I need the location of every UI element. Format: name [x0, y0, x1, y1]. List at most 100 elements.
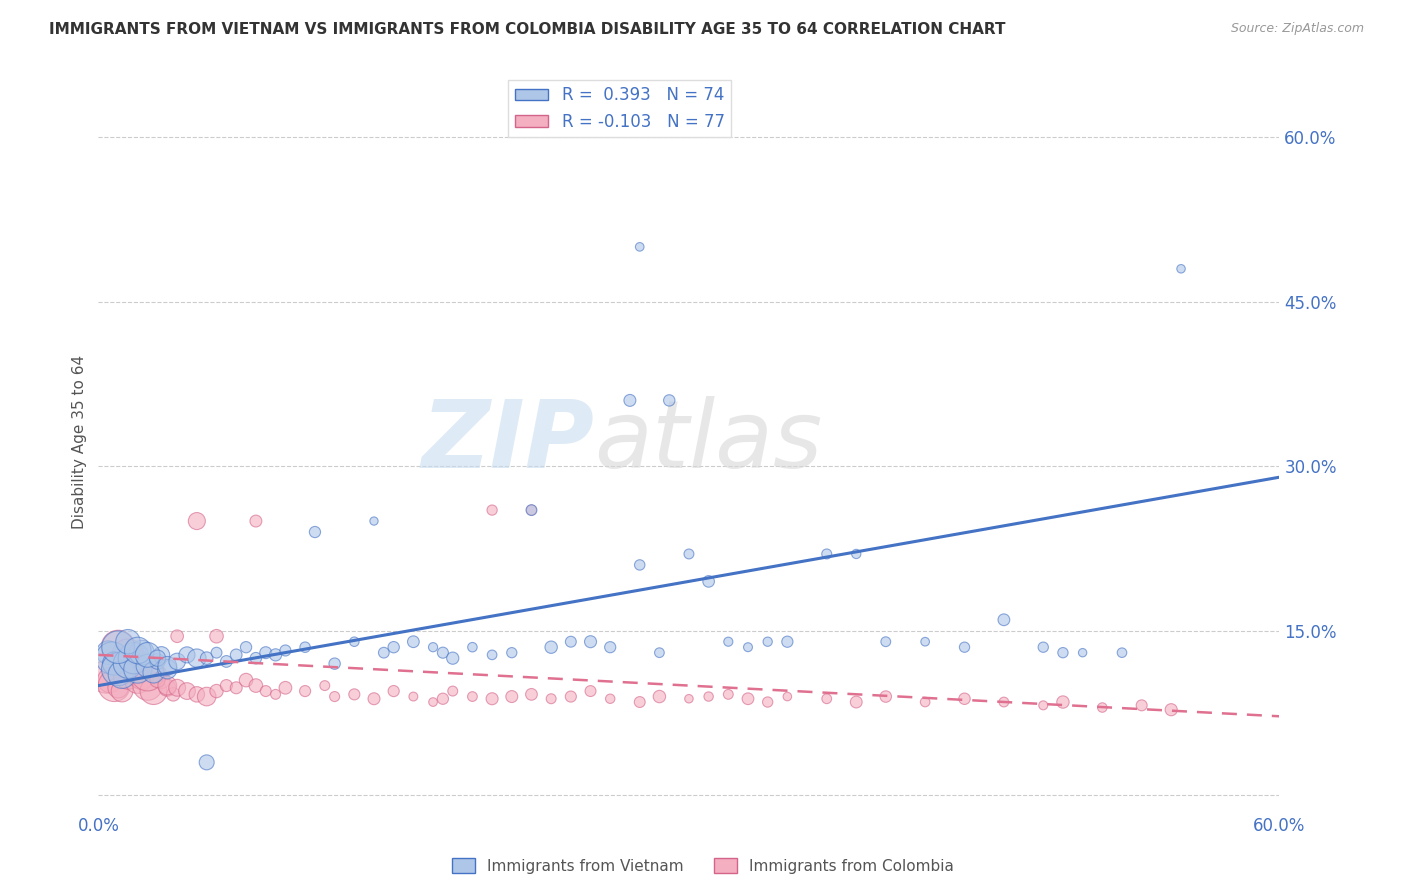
Point: [127, 657, 149, 671]
Point: [1170, 261, 1192, 276]
Point: [599, 640, 621, 655]
Point: [481, 503, 503, 517]
Point: [254, 684, 277, 698]
Point: [274, 643, 297, 657]
Point: [1032, 698, 1054, 713]
Point: [225, 681, 247, 695]
Point: [156, 681, 179, 695]
Point: [117, 648, 139, 662]
Point: [815, 691, 838, 706]
Point: [245, 651, 267, 665]
Point: [1091, 700, 1114, 714]
Point: [914, 695, 936, 709]
Point: [146, 651, 169, 665]
Point: [756, 695, 779, 709]
Point: [441, 684, 464, 698]
Point: [441, 651, 464, 665]
Point: [176, 684, 198, 698]
Point: [225, 648, 247, 662]
Point: [117, 634, 139, 648]
Point: [628, 695, 651, 709]
Point: [323, 657, 346, 671]
Point: [142, 684, 165, 698]
Point: [1052, 695, 1074, 709]
Point: [111, 667, 134, 681]
Point: [579, 634, 602, 648]
Point: [402, 690, 425, 704]
Point: [953, 691, 976, 706]
Point: [117, 667, 139, 681]
Point: [122, 651, 145, 665]
Point: [697, 574, 720, 589]
Point: [97, 646, 120, 660]
Point: [127, 673, 149, 687]
Point: [195, 651, 218, 665]
Point: [599, 691, 621, 706]
Point: [146, 655, 169, 669]
Point: [697, 690, 720, 704]
Point: [432, 646, 454, 660]
Point: [343, 634, 366, 648]
Point: [117, 657, 139, 671]
Point: [205, 629, 228, 643]
Point: [845, 695, 868, 709]
Point: [186, 651, 208, 665]
Point: [756, 634, 779, 648]
Point: [264, 648, 287, 662]
Point: [195, 756, 218, 770]
Point: [363, 514, 385, 528]
Text: IMMIGRANTS FROM VIETNAM VS IMMIGRANTS FROM COLOMBIA DISABILITY AGE 35 TO 64 CORR: IMMIGRANTS FROM VIETNAM VS IMMIGRANTS FR…: [49, 22, 1005, 37]
Point: [382, 640, 405, 655]
Point: [98, 673, 121, 687]
Point: [815, 547, 838, 561]
Point: [382, 684, 405, 698]
Point: [122, 662, 145, 676]
Point: [111, 684, 134, 698]
Point: [1052, 646, 1074, 660]
Point: [314, 679, 336, 693]
Point: [96, 670, 118, 684]
Point: [146, 673, 169, 687]
Point: [136, 679, 159, 693]
Point: [136, 648, 159, 662]
Point: [501, 646, 523, 660]
Point: [737, 691, 759, 706]
Point: [481, 648, 503, 662]
Point: [717, 634, 740, 648]
Legend: R =  0.393   N = 74, R = -0.103   N = 77: R = 0.393 N = 74, R = -0.103 N = 77: [509, 79, 731, 137]
Point: [156, 658, 179, 673]
Point: [648, 690, 671, 704]
Point: [136, 667, 159, 681]
Point: [245, 679, 267, 693]
Point: [875, 690, 897, 704]
Point: [323, 690, 346, 704]
Point: [1160, 703, 1182, 717]
Point: [107, 662, 129, 676]
Point: [150, 648, 173, 662]
Point: [156, 662, 179, 676]
Point: [107, 640, 129, 655]
Point: [176, 648, 198, 662]
Point: [235, 673, 257, 687]
Point: [993, 695, 1015, 709]
Point: [432, 691, 454, 706]
Point: [737, 640, 759, 655]
Point: [131, 646, 153, 660]
Point: [166, 681, 188, 695]
Point: [107, 640, 129, 655]
Point: [619, 393, 641, 408]
Point: [127, 662, 149, 676]
Point: [186, 514, 208, 528]
Point: [294, 640, 316, 655]
Point: [166, 655, 188, 669]
Point: [461, 640, 484, 655]
Point: [845, 547, 868, 561]
Point: [540, 691, 562, 706]
Legend: Immigrants from Vietnam, Immigrants from Colombia: Immigrants from Vietnam, Immigrants from…: [446, 852, 960, 880]
Point: [402, 634, 425, 648]
Point: [520, 503, 543, 517]
Point: [953, 640, 976, 655]
Point: [628, 240, 651, 254]
Point: [373, 646, 395, 660]
Point: [103, 679, 125, 693]
